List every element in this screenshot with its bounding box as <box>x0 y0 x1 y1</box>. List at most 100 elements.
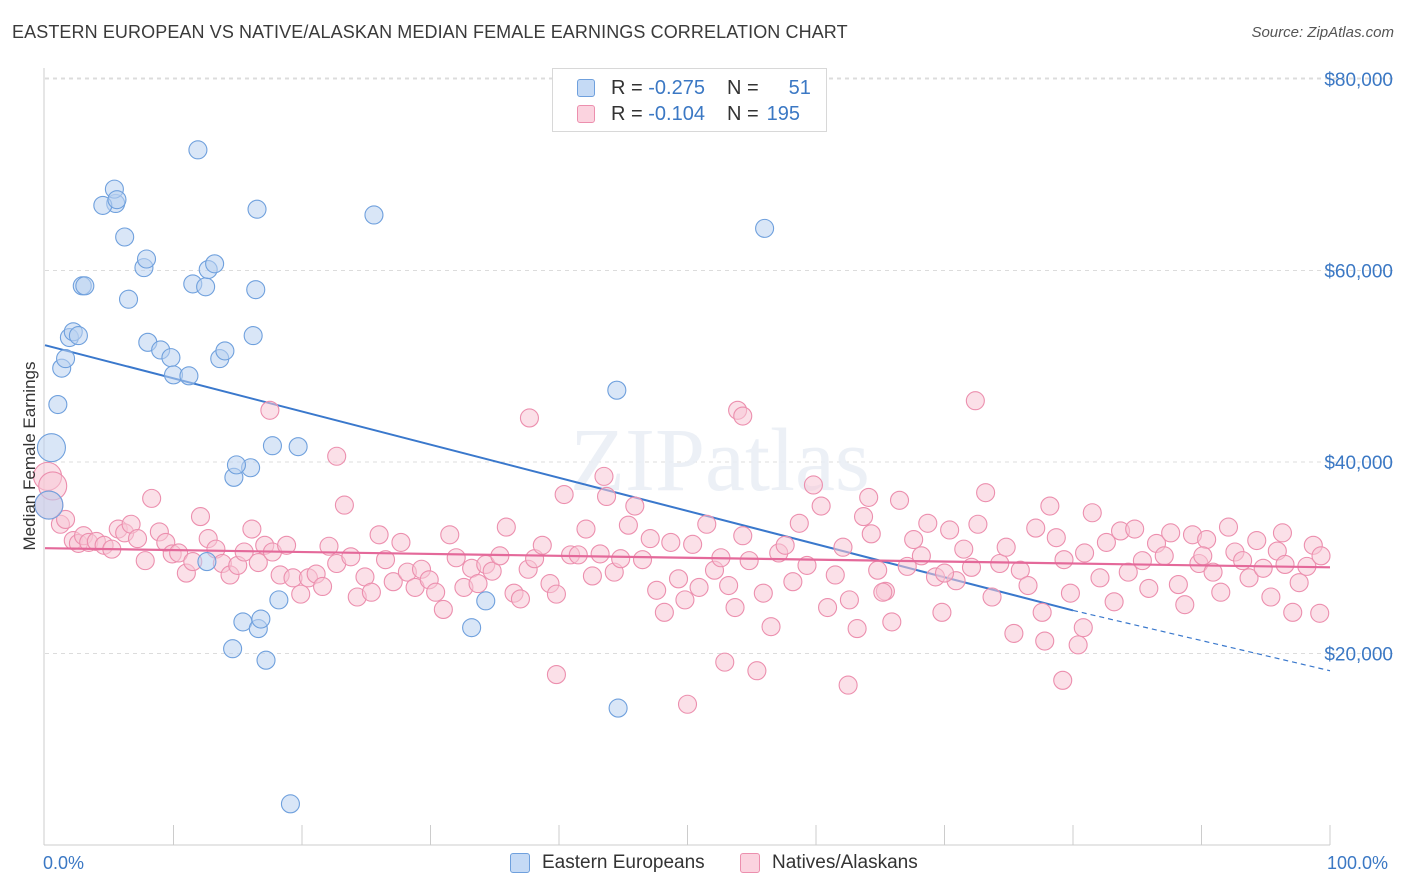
data-point <box>954 539 974 559</box>
data-point <box>853 507 874 527</box>
legend-item-natives-alaskans: Natives/Alaskans <box>740 852 918 874</box>
stats-row-eastern-europeans: R = -0.275 N = 51 <box>577 77 811 99</box>
data-point <box>608 698 628 718</box>
y-tick-labels: $20,000 $40,000 $60,000 $80,000 <box>1324 70 1393 666</box>
data-point <box>169 543 189 563</box>
source-label: Source: ZipAtlas.com <box>1251 24 1394 41</box>
data-point <box>625 496 645 516</box>
data-point <box>256 650 276 670</box>
data-point <box>889 490 910 510</box>
data-point <box>882 612 902 632</box>
data-point <box>251 609 271 629</box>
data-point <box>833 537 853 557</box>
data-point <box>668 569 689 589</box>
data-point <box>334 495 354 515</box>
n-label: N = <box>726 102 759 125</box>
data-point <box>596 486 617 507</box>
x-tick-label-max: 100.0% <box>1327 853 1389 873</box>
data-point <box>291 584 311 604</box>
data-point <box>1154 546 1174 566</box>
data-point <box>223 639 243 659</box>
data-point <box>797 555 817 575</box>
data-point <box>1197 530 1217 550</box>
data-point <box>391 532 411 552</box>
data-point <box>446 548 466 568</box>
trend-line-extension <box>1072 609 1331 672</box>
data-point <box>135 551 155 571</box>
data-point <box>594 466 614 486</box>
trend-line-natives-alaskans <box>44 547 1331 569</box>
data-point <box>755 218 775 238</box>
data-point <box>56 349 76 369</box>
data-point <box>775 535 795 555</box>
data-point <box>215 341 235 361</box>
data-point <box>859 487 879 507</box>
data-point <box>996 537 1016 557</box>
data-point <box>319 536 339 556</box>
data-point <box>1004 623 1024 643</box>
r-value: -0.104 <box>648 102 705 125</box>
data-point <box>277 535 297 555</box>
data-point <box>739 551 759 571</box>
data-point <box>546 584 566 604</box>
n-label: N = <box>726 76 759 99</box>
legend-label: Eastern Europeans <box>542 852 705 873</box>
data-point <box>1090 568 1110 588</box>
data-point <box>280 794 300 814</box>
data-point <box>576 519 596 539</box>
data-point <box>733 406 753 426</box>
data-point <box>36 433 66 463</box>
points-natives-alaskans <box>33 391 1331 714</box>
data-point <box>1075 543 1095 563</box>
data-point <box>725 597 745 618</box>
data-point <box>873 582 893 602</box>
data-point <box>719 575 739 596</box>
data-point <box>246 280 266 300</box>
data-point <box>1310 603 1330 623</box>
data-point <box>868 560 888 580</box>
data-point <box>965 391 985 411</box>
data-point <box>476 591 496 611</box>
data-point <box>753 583 773 603</box>
data-point <box>733 526 753 546</box>
data-point <box>510 589 531 609</box>
data-point <box>618 515 638 535</box>
data-point <box>677 694 698 714</box>
data-point <box>136 249 157 269</box>
data-point <box>1026 518 1046 538</box>
data-point <box>1053 670 1073 690</box>
legend-label: Natives/Alaskans <box>772 852 918 873</box>
data-point <box>1247 530 1267 551</box>
data-point <box>369 525 389 545</box>
data-point <box>607 380 627 400</box>
data-point <box>1010 560 1030 580</box>
n-value: 51 <box>788 76 811 99</box>
data-point <box>1218 517 1239 537</box>
data-point <box>1175 595 1195 615</box>
data-point <box>327 446 347 466</box>
data-point <box>341 547 361 567</box>
data-point <box>918 513 938 533</box>
data-point <box>68 326 88 346</box>
data-point <box>1168 575 1188 595</box>
data-point <box>1060 583 1080 603</box>
data-point <box>519 408 539 428</box>
legend-swatch-blue <box>577 79 595 97</box>
data-point <box>313 576 333 597</box>
data-point <box>1239 568 1259 588</box>
data-point <box>1082 503 1102 523</box>
data-point <box>976 483 996 503</box>
data-point <box>838 675 858 695</box>
data-point <box>1211 582 1231 602</box>
data-point <box>1275 554 1295 575</box>
data-point <box>247 199 267 219</box>
data-point <box>1132 551 1152 571</box>
data-point <box>383 572 403 592</box>
data-point <box>482 561 502 581</box>
data-point <box>568 545 588 565</box>
data-point <box>904 530 924 550</box>
data-point <box>747 661 767 681</box>
data-point <box>1311 546 1331 566</box>
data-point <box>632 550 653 570</box>
